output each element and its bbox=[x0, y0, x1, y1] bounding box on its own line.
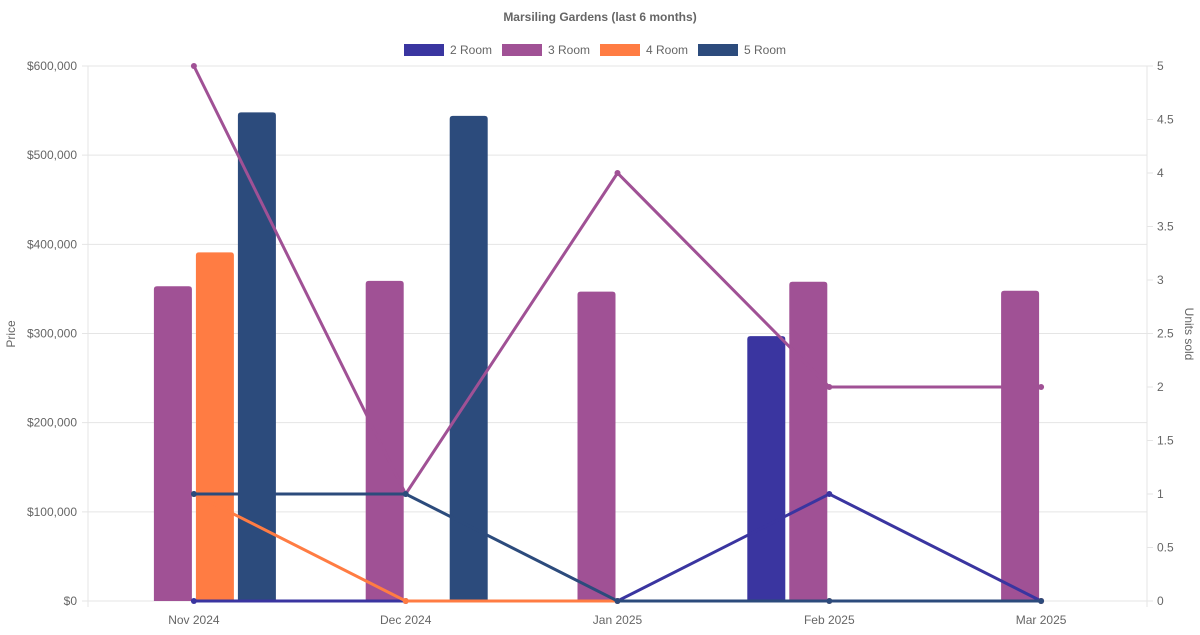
y2-tick-label: 3 bbox=[1157, 273, 1164, 287]
line-4-room bbox=[193, 492, 1042, 603]
point-2-room bbox=[826, 491, 833, 497]
y-tick-label: $200,000 bbox=[27, 416, 77, 430]
y-tick-label: $300,000 bbox=[27, 327, 77, 341]
point-3-room bbox=[826, 384, 833, 390]
x-tick-label: Feb 2025 bbox=[804, 613, 855, 627]
y-axis-label: Price bbox=[4, 320, 18, 348]
legend-swatch bbox=[502, 44, 542, 56]
legend-label: 4 Room bbox=[646, 43, 688, 57]
legend-label: 2 Room bbox=[450, 43, 492, 57]
y2-tick-label: 3.5 bbox=[1157, 220, 1174, 234]
chart-title: Marsiling Gardens (last 6 months) bbox=[503, 10, 696, 24]
point-5-room bbox=[402, 491, 409, 497]
bar-3-room bbox=[365, 280, 404, 601]
point-5-room bbox=[1038, 598, 1045, 604]
line-2-room bbox=[193, 492, 1042, 603]
axes: $0 $100,000 $200,000 $300,000 $400,000 $500,0… bbox=[27, 59, 1174, 627]
y2-tick-label: 0 bbox=[1157, 594, 1164, 608]
y-tick-label: $100,000 bbox=[27, 505, 77, 519]
y2-axis-label: Units sold bbox=[1182, 308, 1196, 361]
point-2-room bbox=[190, 598, 197, 604]
y2-tick-label: 2 bbox=[1157, 380, 1164, 394]
legend-swatch bbox=[404, 44, 444, 56]
bar-3-room bbox=[577, 291, 616, 601]
point-5-room bbox=[190, 491, 197, 497]
bar-3-room bbox=[153, 286, 192, 601]
bar-3-room bbox=[1001, 290, 1040, 601]
y2-tick-label: 4 bbox=[1157, 166, 1164, 180]
x-tick-label: Mar 2025 bbox=[1016, 613, 1067, 627]
point-3-room bbox=[190, 63, 197, 69]
legend-label: 5 Room bbox=[744, 43, 786, 57]
point-3-room bbox=[1038, 384, 1045, 390]
bars bbox=[153, 112, 1040, 601]
y-tick-label: $600,000 bbox=[27, 59, 77, 73]
y2-tick-label: 1.5 bbox=[1157, 434, 1174, 448]
line-3-room bbox=[192, 65, 1042, 498]
bar-5-room bbox=[237, 112, 276, 601]
point-5-room bbox=[826, 598, 833, 604]
x-tick-label: Nov 2024 bbox=[168, 613, 220, 627]
legend-label: 3 Room bbox=[548, 43, 590, 57]
bar-2-room bbox=[747, 336, 786, 601]
y-tick-label: $0 bbox=[64, 594, 78, 608]
bar-4-room bbox=[195, 252, 234, 601]
legend-swatch bbox=[698, 44, 738, 56]
bar-5-room bbox=[449, 115, 488, 601]
y2-tick-label: 4.5 bbox=[1157, 113, 1174, 127]
y-tick-label: $400,000 bbox=[27, 237, 77, 251]
x-tick-label: Dec 2024 bbox=[380, 613, 432, 627]
y-tick-label: $500,000 bbox=[27, 148, 77, 162]
x-tick-label: Jan 2025 bbox=[593, 613, 643, 627]
y2-tick-label: 5 bbox=[1157, 59, 1164, 73]
y2-tick-label: 1 bbox=[1157, 487, 1164, 501]
bar-3-room bbox=[789, 281, 828, 601]
point-4-room bbox=[402, 598, 409, 604]
y2-tick-label: 0.5 bbox=[1157, 541, 1174, 555]
point-3-room bbox=[614, 170, 621, 176]
line-5-room bbox=[193, 492, 1042, 603]
legend: 2 Room 3 Room 4 Room 5 Room bbox=[404, 43, 786, 57]
point-5-room bbox=[614, 598, 621, 604]
lines bbox=[190, 63, 1045, 604]
legend-swatch bbox=[600, 44, 640, 56]
y2-tick-label: 2.5 bbox=[1157, 327, 1174, 341]
